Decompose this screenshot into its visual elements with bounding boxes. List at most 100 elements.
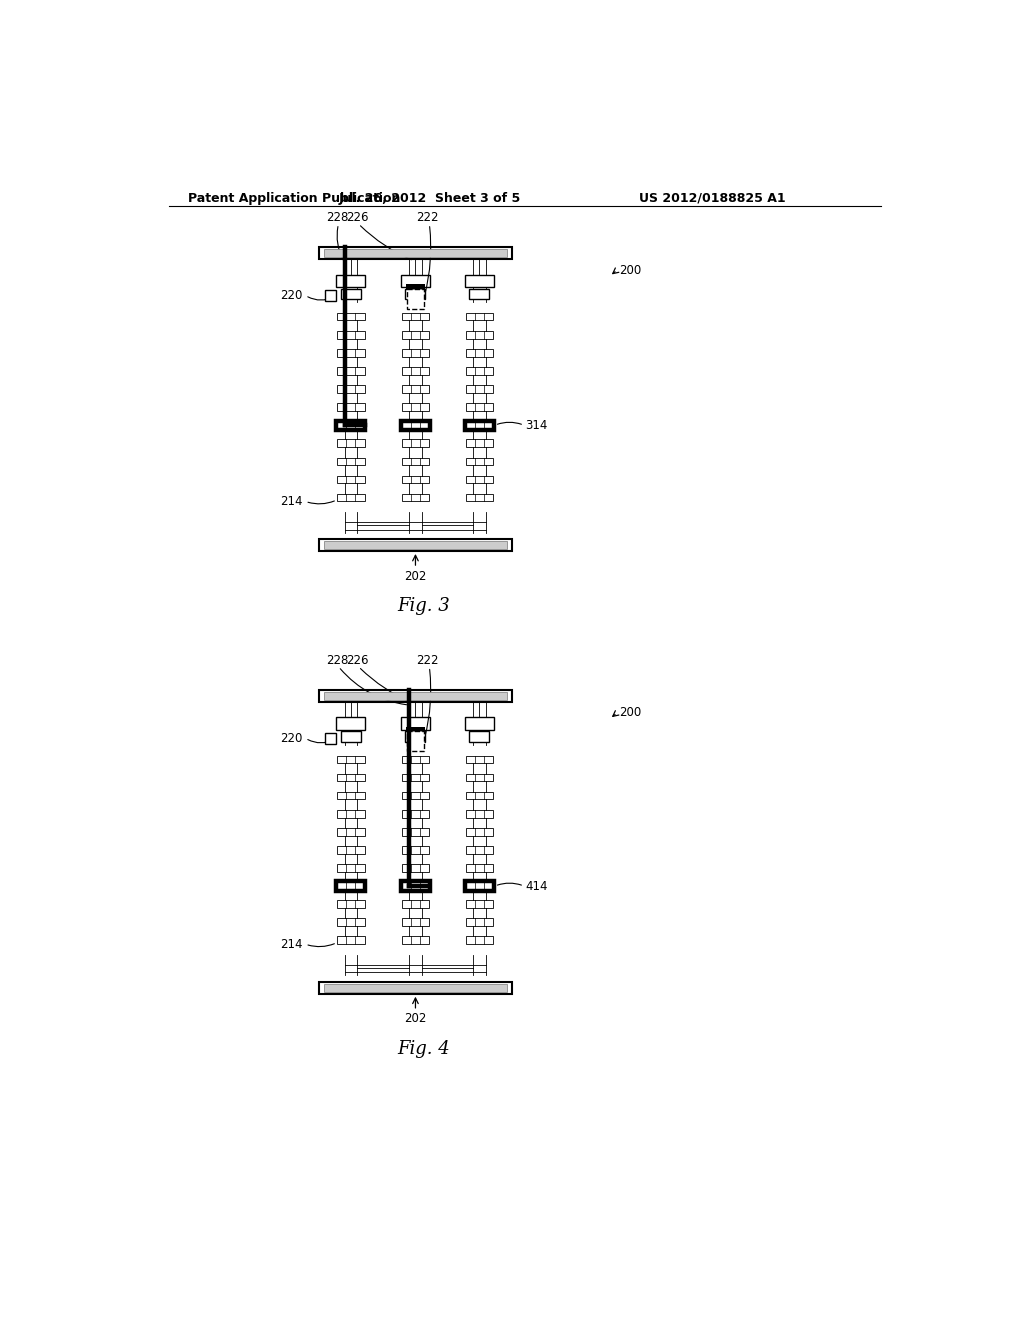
Bar	[466, 865, 494, 871]
Bar	[401, 828, 429, 836]
Bar	[466, 900, 494, 908]
Text: Fig. 3: Fig. 3	[396, 597, 450, 615]
Bar	[401, 421, 429, 429]
Bar	[400, 421, 430, 430]
Bar	[337, 440, 365, 447]
Bar	[337, 810, 365, 817]
Bar	[466, 367, 494, 375]
Bar	[407, 284, 425, 289]
Text: 214: 214	[280, 937, 302, 950]
Bar	[466, 936, 494, 944]
Bar	[336, 718, 366, 730]
Bar	[401, 404, 429, 411]
Bar	[401, 494, 429, 502]
Bar	[337, 774, 365, 781]
Bar	[469, 289, 489, 300]
Bar	[401, 755, 429, 763]
Bar	[337, 494, 365, 502]
Text: 214: 214	[280, 495, 302, 508]
Bar	[400, 882, 430, 891]
Text: 220: 220	[280, 731, 302, 744]
Bar	[401, 385, 429, 393]
Bar	[337, 313, 365, 321]
Bar	[466, 494, 494, 502]
Bar	[341, 731, 360, 742]
Bar	[466, 440, 494, 447]
Bar	[337, 331, 365, 339]
Bar	[326, 733, 336, 743]
Bar	[466, 919, 494, 927]
Text: 414: 414	[525, 879, 548, 892]
Bar	[401, 313, 429, 321]
Bar	[466, 792, 494, 800]
Bar	[466, 774, 494, 781]
Bar	[401, 936, 429, 944]
Bar	[401, 458, 429, 465]
Text: 200: 200	[618, 264, 641, 277]
Bar	[401, 367, 429, 375]
Bar	[324, 541, 507, 549]
Bar	[407, 731, 424, 751]
Text: Fig. 4: Fig. 4	[396, 1040, 450, 1059]
Bar	[401, 440, 429, 447]
Text: 220: 220	[280, 289, 302, 302]
Bar	[466, 313, 494, 321]
Bar	[401, 792, 429, 800]
Text: Jul. 26, 2012  Sheet 3 of 5: Jul. 26, 2012 Sheet 3 of 5	[338, 191, 520, 205]
Bar	[337, 882, 365, 890]
Bar	[401, 846, 429, 854]
Text: 202: 202	[404, 570, 427, 582]
Bar	[337, 385, 365, 393]
Bar	[407, 726, 425, 731]
Bar	[324, 692, 507, 700]
Bar	[401, 810, 429, 817]
Bar	[465, 275, 494, 286]
Text: 314: 314	[525, 418, 548, 432]
Bar	[466, 846, 494, 854]
Text: 228: 228	[326, 653, 348, 667]
Bar	[401, 900, 429, 908]
Bar	[337, 475, 365, 483]
Bar	[469, 731, 489, 742]
Bar	[324, 983, 507, 991]
Bar	[406, 731, 425, 742]
Bar	[337, 936, 365, 944]
Bar	[319, 247, 512, 259]
Bar	[466, 404, 494, 411]
Bar	[324, 249, 507, 257]
Bar	[466, 458, 494, 465]
Text: 226: 226	[346, 653, 369, 667]
Bar	[466, 828, 494, 836]
Bar	[337, 865, 365, 871]
Bar	[466, 810, 494, 817]
Bar	[406, 289, 425, 300]
Text: 226: 226	[346, 211, 369, 224]
Bar	[466, 385, 494, 393]
Bar	[337, 348, 365, 356]
Bar	[337, 828, 365, 836]
Text: 202: 202	[404, 1012, 427, 1026]
Bar	[407, 289, 424, 309]
Bar	[319, 539, 512, 552]
Text: Patent Application Publication: Patent Application Publication	[188, 191, 400, 205]
Bar	[466, 421, 494, 429]
Bar	[319, 982, 512, 994]
Bar	[466, 348, 494, 356]
Bar	[401, 348, 429, 356]
Bar	[336, 882, 366, 891]
Bar	[336, 275, 366, 286]
Bar	[341, 289, 360, 300]
Bar	[337, 421, 365, 429]
Bar	[401, 919, 429, 927]
Bar	[466, 475, 494, 483]
Bar	[401, 882, 429, 890]
Bar	[401, 475, 429, 483]
Bar	[337, 792, 365, 800]
Bar	[337, 404, 365, 411]
Bar	[466, 331, 494, 339]
Bar	[401, 331, 429, 339]
Bar	[401, 865, 429, 871]
Text: 228: 228	[326, 211, 348, 224]
Bar	[336, 421, 366, 430]
Bar	[337, 458, 365, 465]
